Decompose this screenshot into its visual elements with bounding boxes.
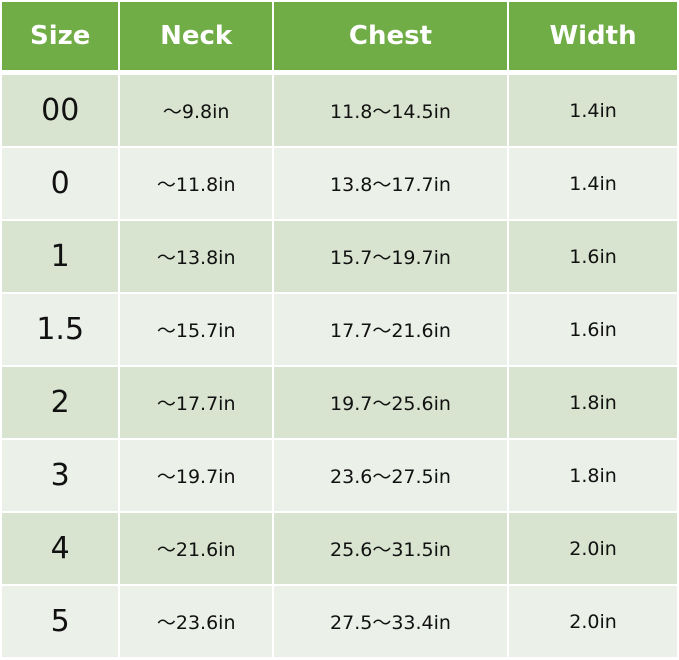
neck-cell: 〜21.6in [120, 513, 272, 584]
header-row: Size Neck Chest Width [2, 2, 677, 73]
size-cell: 4 [2, 513, 119, 584]
size-cell: 3 [2, 440, 119, 511]
table-row: 00 〜9.8in 11.8〜14.5in 1.4in [2, 75, 677, 146]
header-chest: Chest [273, 2, 508, 73]
table-row: 1 〜13.8in 15.7〜19.7in 1.6in [2, 221, 677, 292]
neck-cell: 〜11.8in [120, 148, 272, 219]
size-cell: 00 [2, 75, 119, 146]
neck-cell: 〜17.7in [120, 367, 272, 438]
width-cell: 2.0in [509, 586, 677, 657]
table-row: 4 〜21.6in 25.6〜31.5in 2.0in [2, 513, 677, 584]
header-width: Width [509, 2, 677, 73]
width-cell: 1.4in [509, 75, 677, 146]
width-cell: 1.8in [509, 440, 677, 511]
table-row: 5 〜23.6in 27.5〜33.4in 2.0in [2, 586, 677, 657]
neck-cell: 〜19.7in [120, 440, 272, 511]
chest-cell: 25.6〜31.5in [273, 513, 508, 584]
chest-cell: 17.7〜21.6in [273, 294, 508, 365]
chest-cell: 19.7〜25.6in [273, 367, 508, 438]
chest-cell: 27.5〜33.4in [273, 586, 508, 657]
width-cell: 1.8in [509, 367, 677, 438]
width-cell: 1.6in [509, 294, 677, 365]
size-cell: 5 [2, 586, 119, 657]
width-cell: 2.0in [509, 513, 677, 584]
neck-cell: 〜15.7in [120, 294, 272, 365]
chest-cell: 13.8〜17.7in [273, 148, 508, 219]
header-size: Size [2, 2, 119, 73]
table-row: 0 〜11.8in 13.8〜17.7in 1.4in [2, 148, 677, 219]
neck-cell: 〜9.8in [120, 75, 272, 146]
header-neck: Neck [120, 2, 272, 73]
chest-cell: 23.6〜27.5in [273, 440, 508, 511]
width-cell: 1.4in [509, 148, 677, 219]
chest-cell: 15.7〜19.7in [273, 221, 508, 292]
neck-cell: 〜13.8in [120, 221, 272, 292]
size-cell: 2 [2, 367, 119, 438]
size-cell: 1 [2, 221, 119, 292]
neck-cell: 〜23.6in [120, 586, 272, 657]
table-row: 3 〜19.7in 23.6〜27.5in 1.8in [2, 440, 677, 511]
table-row: 1.5 〜15.7in 17.7〜21.6in 1.6in [2, 294, 677, 365]
size-cell: 0 [2, 148, 119, 219]
chest-cell: 11.8〜14.5in [273, 75, 508, 146]
size-cell: 1.5 [2, 294, 119, 365]
width-cell: 1.6in [509, 221, 677, 292]
table-row: 2 〜17.7in 19.7〜25.6in 1.8in [2, 367, 677, 438]
